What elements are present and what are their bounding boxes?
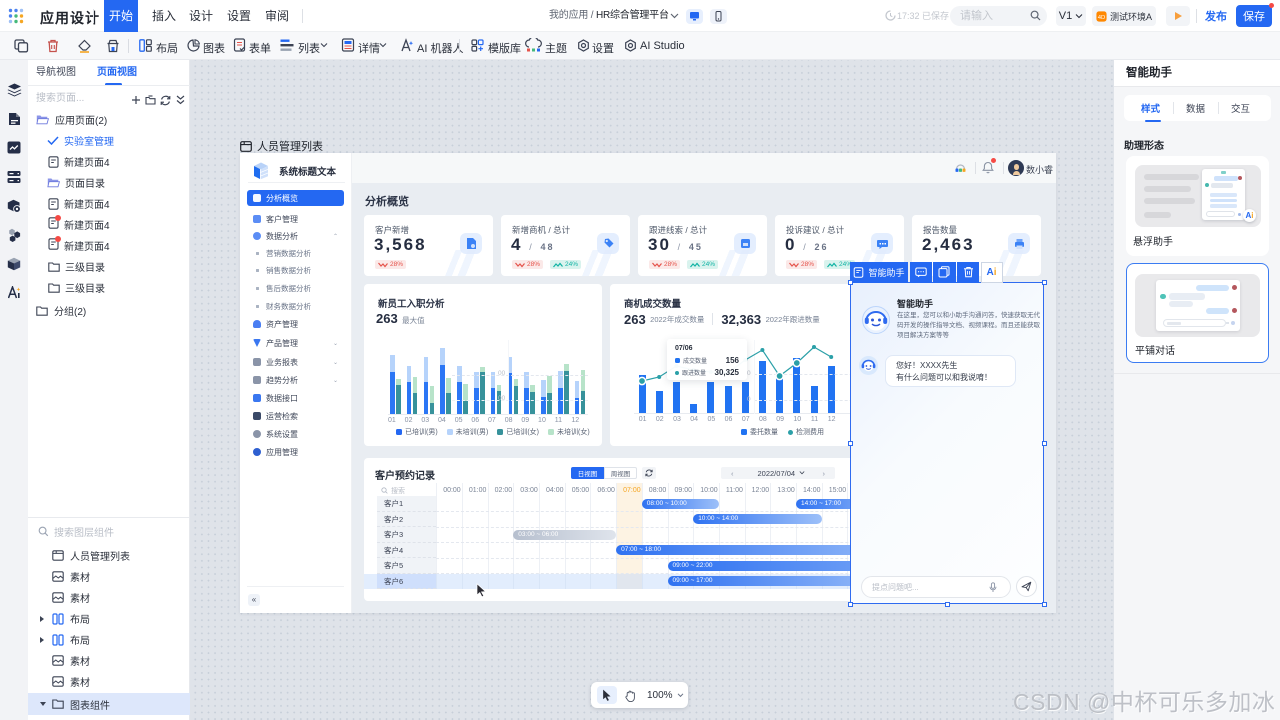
- svg-text:4D: 4D: [1098, 14, 1106, 20]
